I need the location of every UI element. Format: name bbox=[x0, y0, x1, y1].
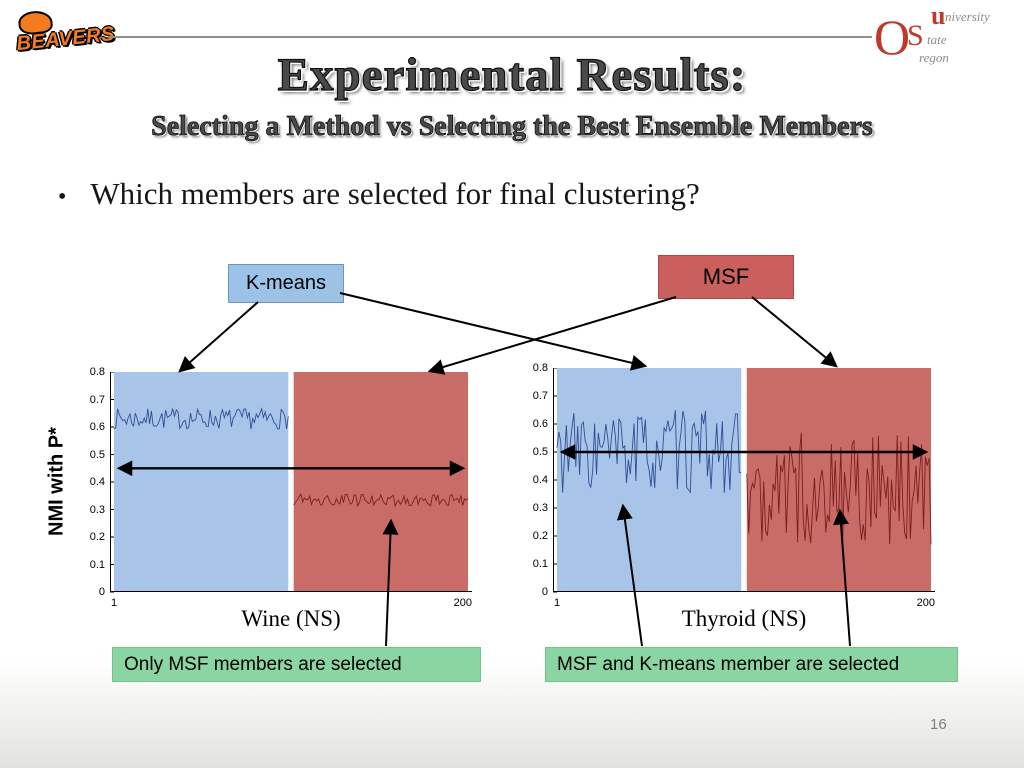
arrow-kmeans-to-thyroid-blue-region bbox=[339, 292, 648, 371]
y-tick-label: 0.2 bbox=[532, 530, 548, 542]
series-line bbox=[293, 492, 469, 508]
region-kmeans bbox=[114, 372, 289, 592]
y-tick-label: 0.7 bbox=[532, 390, 548, 402]
kmeans-callout-box: K-means bbox=[228, 264, 344, 303]
bullet-marker: • bbox=[58, 184, 67, 210]
thyroid-note-text: MSF and K-means member are selected bbox=[557, 653, 900, 675]
x-tick-label: 200 bbox=[453, 597, 472, 609]
x-tick-label: 1 bbox=[554, 597, 561, 609]
x-tick-label: 1 bbox=[111, 597, 118, 609]
wine-note-text: Only MSF members are selected bbox=[124, 653, 402, 675]
x-tick-label: 200 bbox=[916, 597, 935, 609]
arrow-msf-to-wine-red-region bbox=[427, 296, 677, 375]
y-tick-label: 0.5 bbox=[532, 446, 548, 458]
region-kmeans bbox=[557, 368, 742, 592]
y-tick-label: 0.6 bbox=[532, 418, 548, 430]
arrow-kmeans-to-wine-blue-region bbox=[178, 301, 259, 373]
osu-logo-word-state: tate bbox=[927, 32, 947, 47]
bullet-text: Which members are selected for final clu… bbox=[90, 176, 700, 211]
y-tick-label: 0.3 bbox=[532, 502, 548, 514]
osu-logo-word-oregon: regon bbox=[919, 50, 949, 65]
y-tick-label: 0.2 bbox=[89, 531, 105, 543]
y-tick-label: 0.4 bbox=[532, 474, 548, 486]
y-tick-label: 0 bbox=[98, 586, 105, 598]
y-tick-label: 0.8 bbox=[89, 366, 105, 378]
plot-area bbox=[553, 368, 935, 593]
region-msf bbox=[746, 368, 931, 592]
kmeans-label: K-means bbox=[245, 272, 327, 294]
arrow-msf-to-thyroid-red-region bbox=[751, 296, 838, 368]
oregon-state-university-logo: O S u niversity tate regon bbox=[874, 1, 1020, 70]
osu-logo-word-university: niversity bbox=[945, 9, 990, 24]
y-tick-label: 0.6 bbox=[89, 421, 105, 433]
y-tick-label: 0.4 bbox=[89, 476, 105, 488]
y-tick-label: 0.7 bbox=[89, 393, 105, 406]
y-tick-label: 0.3 bbox=[89, 503, 105, 516]
thyroid-chart: 0.8 0.7 0.6 0.5 0.4 0.3 0.2 0.1 0 1 200 bbox=[531, 362, 955, 622]
wine-note-box: Only MSF members are selected bbox=[112, 647, 481, 682]
y-tick-label: 0.8 bbox=[532, 362, 548, 374]
region-msf bbox=[293, 372, 468, 592]
slide-title: Experimental Results: bbox=[277, 48, 747, 101]
osu-logo-letter-s: S bbox=[907, 19, 924, 52]
header-divider-line bbox=[108, 36, 872, 38]
thyroid-note-box: MSF and K-means member are selected bbox=[545, 647, 958, 682]
y-tick-label: 0.1 bbox=[532, 558, 548, 570]
msf-label: MSF bbox=[702, 264, 750, 289]
slide-subtitle: Selecting a Method vs Selecting the Best… bbox=[151, 111, 873, 143]
wine-chart-caption: Wine (NS) bbox=[241, 606, 341, 631]
page-number: 16 bbox=[930, 716, 947, 733]
osu-logo-letter-u: u bbox=[931, 1, 946, 30]
series-line bbox=[113, 407, 289, 430]
osu-logo-letter-o: O bbox=[874, 9, 911, 65]
y-axis-label: NMI with P* bbox=[45, 427, 68, 536]
bullet-line: • Which members are selected for final c… bbox=[58, 176, 700, 218]
y-tick-label: 0.1 bbox=[89, 558, 105, 571]
wine-chart: 0.8 0.7 0.6 0.5 0.4 0.3 0.2 0.1 0 1 200 bbox=[86, 366, 496, 622]
thyroid-chart-caption: Thyroid (NS) bbox=[681, 606, 807, 631]
msf-callout-box: MSF bbox=[658, 255, 794, 299]
plot-area bbox=[110, 372, 472, 593]
series-line bbox=[746, 432, 932, 545]
y-tick-label: 0.5 bbox=[89, 448, 105, 461]
y-tick-label: 0 bbox=[541, 586, 548, 598]
